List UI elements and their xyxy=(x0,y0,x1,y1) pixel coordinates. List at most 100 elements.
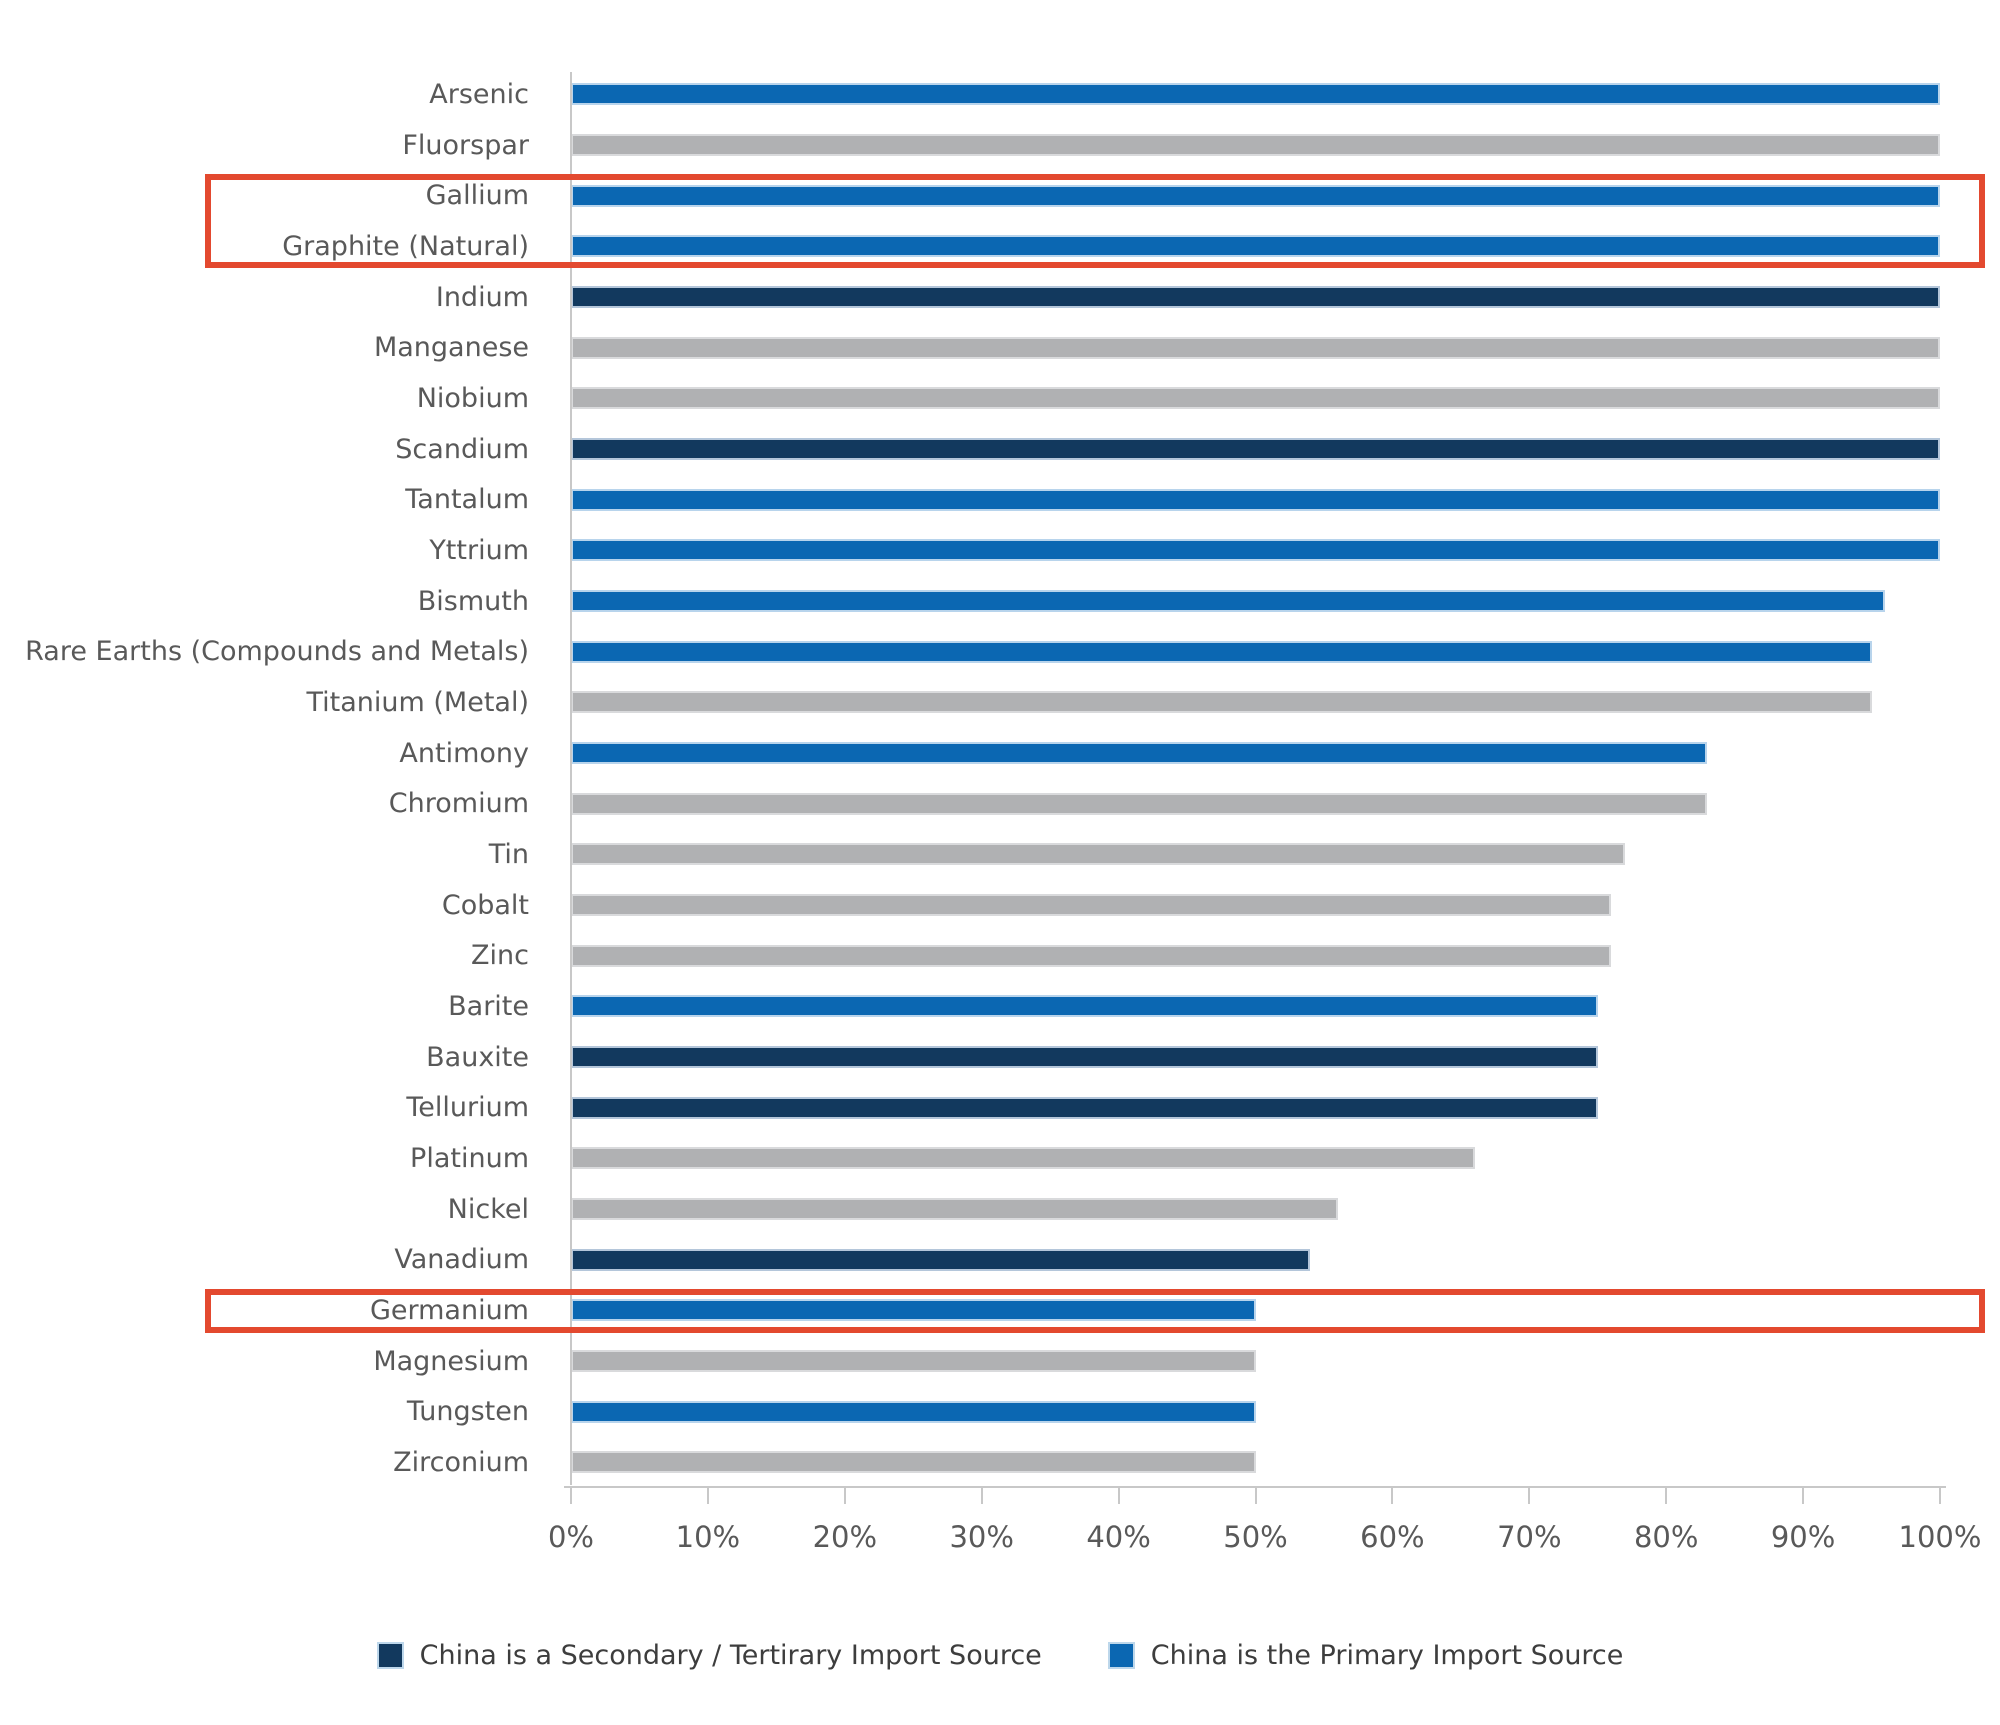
x-tick-40 xyxy=(1117,1488,1120,1504)
bar-area xyxy=(571,1082,2000,1133)
legend-label-primary: China is the Primary Import Source xyxy=(1150,1640,1624,1671)
category-label-niobium: Niobium xyxy=(416,382,529,414)
legend: China is a Secondary / Tertirary Import … xyxy=(0,1640,2000,1671)
category-label-tungsten: Tungsten xyxy=(406,1396,529,1428)
category-label-titanium-metal: Titanium (Metal) xyxy=(306,686,529,718)
chart-row: Gallium xyxy=(0,170,2000,221)
bar-area xyxy=(571,1184,2000,1235)
bar-area xyxy=(571,930,2000,981)
x-tick-label-50: 50% xyxy=(1223,1520,1288,1554)
bar-area xyxy=(571,69,2000,120)
bar-area xyxy=(571,829,2000,880)
x-tick-90 xyxy=(1802,1488,1805,1504)
category-label-arsenic: Arsenic xyxy=(429,78,529,110)
chart-row: Tungsten xyxy=(0,1386,2000,1437)
x-tick-label-90: 90% xyxy=(1770,1520,1836,1554)
bar-tin xyxy=(571,843,1626,866)
chart-rows: Arsenic Fluorspar Gallium Graphite (Natural… xyxy=(0,69,2000,1488)
chart-row: Magnesium xyxy=(0,1336,2000,1387)
bar-area xyxy=(571,880,2000,931)
bar-indium xyxy=(571,286,1940,309)
bar-area xyxy=(571,626,2000,677)
x-tick-20 xyxy=(843,1488,846,1504)
chart-row: Bismuth xyxy=(0,576,2000,627)
bar-area xyxy=(571,221,2000,272)
bar-antimony xyxy=(571,742,1708,765)
category-label-fluorspar: Fluorspar xyxy=(402,129,529,161)
chart-row: Niobium xyxy=(0,373,2000,424)
x-tick-0 xyxy=(570,1488,572,1504)
bar-niobium xyxy=(571,387,1940,410)
chart-row: Tellurium xyxy=(0,1082,2000,1133)
category-label-antimony: Antimony xyxy=(399,737,529,769)
bar-area xyxy=(571,1386,2000,1437)
category-label-platinum: Platinum xyxy=(410,1142,529,1174)
x-tick-100 xyxy=(1939,1488,1941,1504)
chart-row: Nickel xyxy=(0,1184,2000,1235)
bar-gallium xyxy=(571,184,1940,207)
category-label-graphite-natural: Graphite (Natural) xyxy=(282,230,529,262)
chart-row: Bauxite xyxy=(0,1032,2000,1083)
chart-row: Scandium xyxy=(0,424,2000,475)
chart-row: Chromium xyxy=(0,778,2000,829)
chart-row: Indium xyxy=(0,272,2000,323)
x-tick-label-60: 60% xyxy=(1360,1520,1425,1554)
category-label-chromium: Chromium xyxy=(388,788,529,820)
bar-nickel xyxy=(571,1198,1338,1221)
x-tick-70 xyxy=(1528,1488,1531,1504)
bar-tungsten xyxy=(571,1400,1256,1423)
bar-area xyxy=(571,1133,2000,1184)
bar-platinum xyxy=(571,1147,1475,1170)
category-label-manganese: Manganese xyxy=(373,332,529,364)
bar-bismuth xyxy=(571,590,1886,613)
x-tick-label-0: 0% xyxy=(547,1520,594,1554)
x-tick-50 xyxy=(1254,1488,1257,1504)
x-axis-line xyxy=(564,1486,1946,1488)
bar-area xyxy=(571,1285,2000,1336)
bar-magnesium xyxy=(571,1350,1256,1373)
y-axis-line xyxy=(570,72,572,1485)
x-tick-label-40: 40% xyxy=(1086,1520,1151,1554)
bar-titanium-metal xyxy=(571,691,1872,714)
category-label-gallium: Gallium xyxy=(425,180,529,212)
bar-cobalt xyxy=(571,894,1612,917)
x-tick-10 xyxy=(706,1488,709,1504)
bar-fluorspar xyxy=(571,134,1940,156)
x-tick-label-100: 100% xyxy=(1898,1520,1982,1554)
bar-area xyxy=(571,170,2000,221)
legend-swatch-primary xyxy=(1107,1642,1135,1669)
chart-row: Zirconium xyxy=(0,1437,2000,1488)
legend-item-primary: China is the Primary Import Source xyxy=(1107,1640,1624,1671)
bar-area xyxy=(571,1336,2000,1387)
chart-row: Cobalt xyxy=(0,880,2000,931)
x-tick-label-80: 80% xyxy=(1633,1520,1699,1554)
bar-area xyxy=(571,424,2000,475)
bar-chromium xyxy=(571,792,1708,815)
chart-row: Yttrium xyxy=(0,525,2000,576)
bar-vanadium xyxy=(571,1248,1311,1271)
bar-zirconium xyxy=(571,1451,1256,1474)
legend-label-secondary: China is a Secondary / Tertirary Import … xyxy=(419,1640,1042,1671)
category-label-tellurium: Tellurium xyxy=(406,1092,529,1124)
x-tick-label-20: 20% xyxy=(812,1520,878,1554)
bar-area xyxy=(571,272,2000,323)
category-label-indium: Indium xyxy=(435,281,529,313)
bar-area xyxy=(571,981,2000,1032)
bar-rare-earths-compounds-and-metals xyxy=(571,640,1872,663)
bar-zinc xyxy=(571,944,1612,967)
bar-scandium xyxy=(571,438,1940,461)
category-label-cobalt: Cobalt xyxy=(441,889,529,921)
chart-row: Zinc xyxy=(0,930,2000,981)
bar-area xyxy=(571,474,2000,525)
bar-germanium xyxy=(571,1299,1256,1322)
x-tick-label-30: 30% xyxy=(949,1520,1014,1554)
chart-row: Fluorspar xyxy=(0,120,2000,171)
bar-tantalum xyxy=(571,488,1940,511)
bar-tellurium xyxy=(571,1096,1598,1119)
chart-row: Titanium (Metal) xyxy=(0,677,2000,728)
chart-row: Antimony xyxy=(0,728,2000,779)
bar-area xyxy=(571,373,2000,424)
category-label-germanium: Germanium xyxy=(369,1294,529,1326)
bar-area xyxy=(571,778,2000,829)
